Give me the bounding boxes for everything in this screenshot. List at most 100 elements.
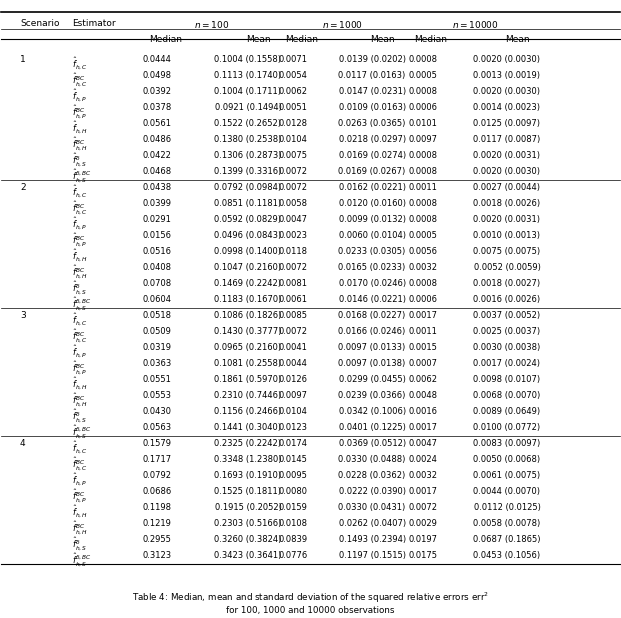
Text: 0.0342 (0.1006): 0.0342 (0.1006): [338, 407, 406, 417]
Text: 0.2955: 0.2955: [143, 535, 171, 544]
Text: 0.0068 (0.0070): 0.0068 (0.0070): [473, 391, 540, 400]
Text: 0.1525 (0.1811): 0.1525 (0.1811): [214, 487, 281, 496]
Text: $n = 10000$: $n = 10000$: [453, 19, 499, 30]
Text: 0.0169 (0.0274): 0.0169 (0.0274): [338, 151, 406, 161]
Text: 0.0139 (0.0202): 0.0139 (0.0202): [338, 56, 406, 64]
Text: 0.0020 (0.0030): 0.0020 (0.0030): [473, 87, 540, 96]
Text: 0.0369 (0.0512): 0.0369 (0.0512): [338, 439, 406, 448]
Text: 0.0792 (0.0984): 0.0792 (0.0984): [214, 184, 281, 192]
Text: 0.0006: 0.0006: [408, 295, 437, 304]
Text: Median: Median: [284, 35, 318, 44]
Text: 0.0430: 0.0430: [142, 407, 171, 417]
Text: $\hat{f}_{h,P}$: $\hat{f}_{h,P}$: [73, 87, 88, 103]
Text: $\hat{f}^{BC}_{h,H}$: $\hat{f}^{BC}_{h,H}$: [73, 519, 89, 536]
Text: $\hat{f}^{BC}_{h,H}$: $\hat{f}^{BC}_{h,H}$: [73, 391, 89, 408]
Text: 0.0921 (0.1494): 0.0921 (0.1494): [215, 103, 281, 112]
Text: 0.0438: 0.0438: [142, 184, 171, 192]
Text: 0.0020 (0.0030): 0.0020 (0.0030): [473, 167, 540, 176]
Text: 0.0011: 0.0011: [409, 184, 437, 192]
Text: 0.0563: 0.0563: [142, 423, 171, 433]
Text: 0.0165 (0.0233): 0.0165 (0.0233): [338, 263, 406, 273]
Text: Table 4: Median, mean and standard deviation of the squared relative errors $\ma: Table 4: Median, mean and standard devia…: [132, 590, 489, 615]
Text: 0.0085: 0.0085: [278, 311, 307, 320]
Text: 0.1399 (0.3316): 0.1399 (0.3316): [214, 167, 281, 176]
Text: 0.0017 (0.0024): 0.0017 (0.0024): [473, 359, 540, 368]
Text: 0.1183 (0.1670): 0.1183 (0.1670): [214, 295, 281, 304]
Text: Estimator: Estimator: [73, 19, 116, 28]
Text: Mean: Mean: [505, 35, 530, 44]
Text: 0.1004 (0.1558): 0.1004 (0.1558): [214, 56, 281, 64]
Text: $\hat{f}^{BC}_{h,P}$: $\hat{f}^{BC}_{h,P}$: [73, 231, 88, 248]
Text: 2: 2: [20, 184, 25, 192]
Text: 0.0498: 0.0498: [142, 72, 171, 80]
Text: $\hat{f}^{\delta}_{h,S}$: $\hat{f}^{\delta}_{h,S}$: [73, 279, 88, 296]
Text: 0.0080: 0.0080: [278, 487, 307, 496]
Text: 0.1004 (0.1711): 0.1004 (0.1711): [214, 87, 281, 96]
Text: 0.0496 (0.0843): 0.0496 (0.0843): [214, 231, 281, 240]
Text: 0.1219: 0.1219: [143, 519, 171, 528]
Text: 0.3423 (0.3641): 0.3423 (0.3641): [214, 551, 281, 561]
Text: 3: 3: [20, 311, 25, 320]
Text: 0.3123: 0.3123: [142, 551, 171, 561]
Text: 0.0010 (0.0013): 0.0010 (0.0013): [473, 231, 540, 240]
Text: 0.0146 (0.0221): 0.0146 (0.0221): [338, 295, 406, 304]
Text: $n = 1000$: $n = 1000$: [322, 19, 363, 30]
Text: $\hat{f}^{BC}_{h,C}$: $\hat{f}^{BC}_{h,C}$: [73, 455, 88, 472]
Text: 0.1198: 0.1198: [142, 503, 171, 512]
Text: 0.0233 (0.0305): 0.0233 (0.0305): [338, 247, 406, 256]
Text: 0.0128: 0.0128: [278, 119, 307, 129]
Text: 0.0025 (0.0037): 0.0025 (0.0037): [473, 328, 540, 336]
Text: Mean: Mean: [370, 35, 394, 44]
Text: 0.0058 (0.0078): 0.0058 (0.0078): [473, 519, 540, 528]
Text: 0.0851 (0.1181): 0.0851 (0.1181): [214, 200, 281, 208]
Text: $\hat{f}_{h,C}$: $\hat{f}_{h,C}$: [73, 56, 88, 71]
Text: Mean: Mean: [246, 35, 270, 44]
Text: 0.0126: 0.0126: [278, 375, 307, 384]
Text: 0.0551: 0.0551: [143, 375, 171, 384]
Text: 0.0408: 0.0408: [142, 263, 171, 273]
Text: 0.0056: 0.0056: [408, 247, 437, 256]
Text: 0.0008: 0.0008: [408, 151, 437, 161]
Text: 0.0062: 0.0062: [408, 375, 437, 384]
Text: 0.0023: 0.0023: [278, 231, 307, 240]
Text: $\hat{f}^{BC}_{h,P}$: $\hat{f}^{BC}_{h,P}$: [73, 103, 88, 121]
Text: 0.0005: 0.0005: [409, 72, 437, 80]
Text: 0.0561: 0.0561: [142, 119, 171, 129]
Text: 0.0399: 0.0399: [142, 200, 171, 208]
Text: 0.1086 (0.1826): 0.1086 (0.1826): [214, 311, 281, 320]
Text: Scenario: Scenario: [20, 19, 60, 28]
Text: 0.0047: 0.0047: [278, 215, 307, 224]
Text: 0.0486: 0.0486: [142, 135, 171, 145]
Text: 0.0030 (0.0038): 0.0030 (0.0038): [473, 344, 540, 352]
Text: 0.0170 (0.0246): 0.0170 (0.0246): [338, 279, 406, 289]
Text: 0.0099 (0.0132): 0.0099 (0.0132): [338, 215, 406, 224]
Text: 0.0058: 0.0058: [278, 200, 307, 208]
Text: 0.0017: 0.0017: [408, 311, 437, 320]
Text: $\hat{f}^{\delta}_{h,S}$: $\hat{f}^{\delta}_{h,S}$: [73, 151, 88, 168]
Text: $\hat{f}^{\delta,BC}_{h,S}$: $\hat{f}^{\delta,BC}_{h,S}$: [73, 423, 92, 440]
Text: $\hat{f}^{\delta,BC}_{h,S}$: $\hat{f}^{\delta,BC}_{h,S}$: [73, 551, 92, 568]
Text: 0.0197: 0.0197: [408, 535, 437, 544]
Text: 0.0013 (0.0019): 0.0013 (0.0019): [473, 72, 540, 80]
Text: 0.0118: 0.0118: [278, 247, 307, 256]
Text: 0.0401 (0.1225): 0.0401 (0.1225): [339, 423, 406, 433]
Text: 0.0029: 0.0029: [409, 519, 437, 528]
Text: 0.0020 (0.0031): 0.0020 (0.0031): [473, 151, 540, 161]
Text: $\hat{f}_{h,C}$: $\hat{f}_{h,C}$: [73, 311, 88, 327]
Text: 0.0444: 0.0444: [143, 56, 171, 64]
Text: $\hat{f}_{h,H}$: $\hat{f}_{h,H}$: [73, 375, 89, 391]
Text: $\hat{f}_{h,P}$: $\hat{f}_{h,P}$: [73, 472, 88, 487]
Text: 0.0162 (0.0221): 0.0162 (0.0221): [338, 184, 406, 192]
Text: $\hat{f}^{\delta}_{h,S}$: $\hat{f}^{\delta}_{h,S}$: [73, 535, 88, 552]
Text: 0.0041: 0.0041: [279, 344, 307, 352]
Text: $\hat{f}_{h,H}$: $\hat{f}_{h,H}$: [73, 503, 89, 519]
Text: 0.0050 (0.0068): 0.0050 (0.0068): [473, 455, 540, 464]
Text: 0.0156: 0.0156: [142, 231, 171, 240]
Text: 0.0018 (0.0027): 0.0018 (0.0027): [473, 279, 540, 289]
Text: 0.0965 (0.2160): 0.0965 (0.2160): [214, 344, 281, 352]
Text: 0.1430 (0.3777): 0.1430 (0.3777): [214, 328, 281, 336]
Text: 0.0097: 0.0097: [408, 135, 437, 145]
Text: 0.0007: 0.0007: [408, 359, 437, 368]
Text: 0.1441 (0.3040): 0.1441 (0.3040): [214, 423, 281, 433]
Text: 0.0032: 0.0032: [408, 263, 437, 273]
